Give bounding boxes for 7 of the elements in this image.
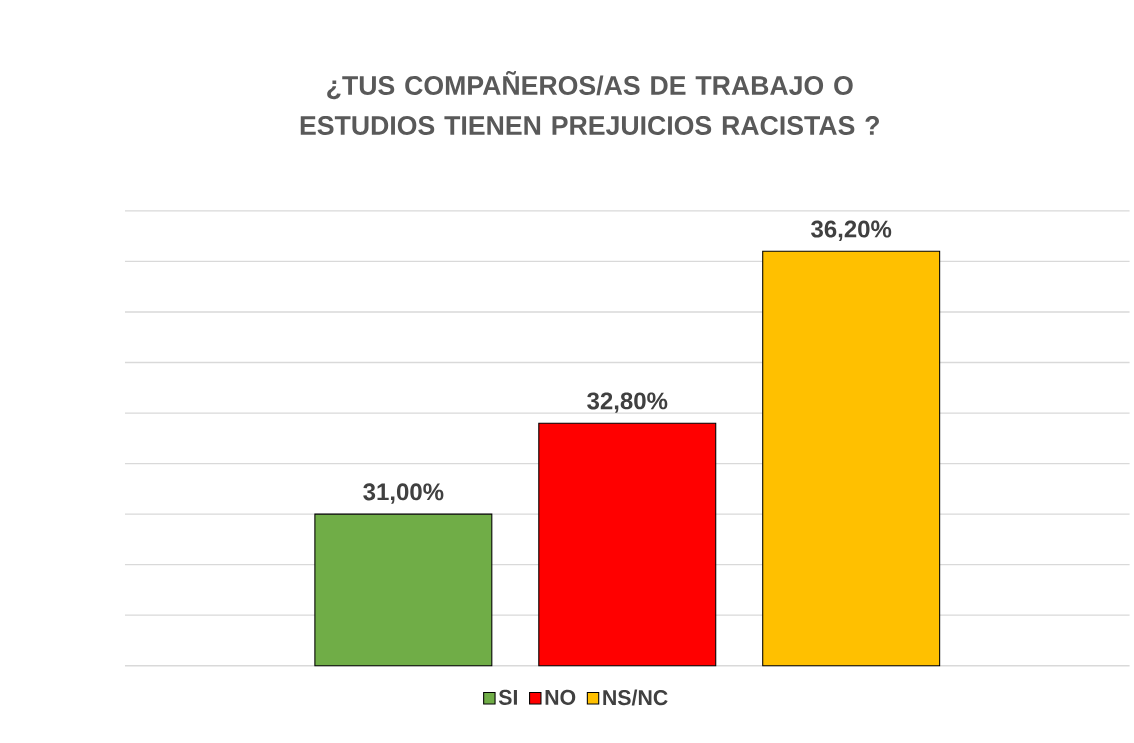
legend-label: NS/NC (603, 689, 668, 706)
legend-label: SI (498, 689, 517, 706)
chart-title: ¿TUS COMPAÑEROS/AS DE TRABAJO O ESTUDIOS TIENEN PREJUICIOS RACISTAS ? (300, 71, 879, 136)
data-label: 32,80% (587, 392, 668, 413)
legend-label: NO (545, 689, 576, 706)
data-label: 36,20% (811, 220, 892, 242)
data-label: 31,00% (363, 483, 444, 504)
